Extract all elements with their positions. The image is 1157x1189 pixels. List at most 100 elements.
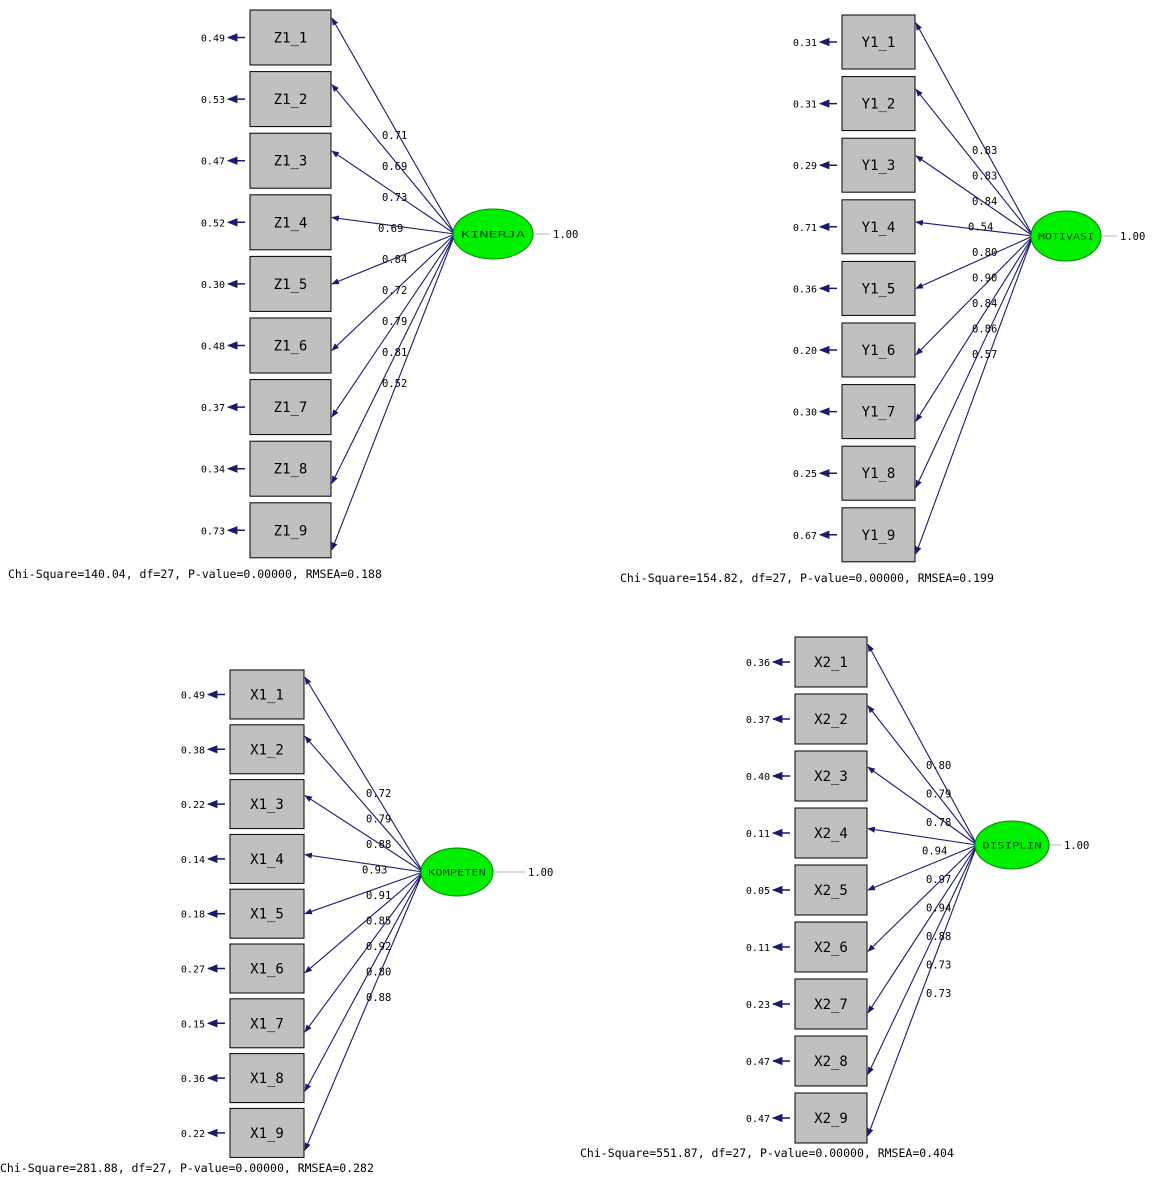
latent-variance-label: 1.00: [528, 867, 553, 879]
error-variance-label: 0.37: [746, 715, 770, 726]
indicator-label: X1_4: [250, 852, 284, 868]
error-variance-label: 0.11: [746, 943, 770, 954]
indicator-box: [249, 194, 332, 251]
loading-path-x2_5: [867, 844, 978, 891]
error-variance-label: 0.31: [793, 100, 817, 111]
indicator-label: Y1_6: [862, 343, 896, 359]
error-variance-label: 0.52: [201, 218, 225, 229]
loading-path-x2_2: [867, 705, 978, 846]
loading-label: 0.91: [366, 890, 391, 902]
loading-label: 0.73: [382, 192, 407, 204]
indicator-box: [249, 317, 332, 374]
error-variance-label: 0.20: [793, 346, 817, 357]
loading-path-y1_4: [915, 219, 1034, 237]
error-variance-label: 0.47: [746, 1114, 770, 1125]
loading-label: 0.79: [366, 814, 391, 826]
loading-path-y1_1: [915, 22, 1034, 237]
indicator-box: [841, 14, 916, 70]
loading-label: 0.79: [926, 789, 951, 801]
indicator-label: X2_6: [814, 940, 848, 956]
error-variance-label: 0.23: [746, 1000, 770, 1011]
loading-path-z1_8: [331, 233, 456, 484]
indicator-label: X1_8: [250, 1071, 284, 1087]
model-kinerja: Z1_1 0.49 Z1_2 0.53 Z1_3 0.47 Z1_4 0.52 Z1_5 0.30…: [8, 9, 578, 581]
loading-label: 0.71: [382, 130, 407, 142]
error-variance-label: 0.18: [181, 910, 205, 921]
error-variance-label: 0.36: [793, 284, 817, 295]
loading-path-x2_8: [867, 844, 978, 1075]
indicator-box: [249, 379, 332, 436]
loading-label: 0.54: [968, 222, 993, 234]
latent-ellipse: [1030, 210, 1102, 262]
indicator-box: [794, 1092, 868, 1144]
loading-label: 0.94: [922, 846, 947, 858]
loading-path-x2_9: [867, 844, 978, 1137]
error-variance-label: 0.71: [793, 223, 817, 234]
loading-label: 0.84: [382, 254, 407, 266]
error-variance-label: 0.47: [201, 157, 225, 168]
error-variance-label: 0.22: [181, 800, 205, 811]
error-variance-label: 0.38: [181, 745, 205, 756]
indicator-box: [794, 864, 868, 916]
indicator-label: Z1_4: [274, 215, 308, 231]
latent-variance-label: 1.00: [1120, 231, 1145, 243]
loading-label: 0.57: [972, 349, 997, 361]
loading-label: 0.97: [926, 874, 951, 886]
indicator-label: X2_9: [814, 1111, 848, 1127]
indicator-label: Y1_9: [862, 528, 896, 544]
model-motivasi: Y1_1 0.31 Y1_2 0.31 Y1_3 0.29 Y1_4 0.71 Y1_5 0.36…: [620, 14, 1145, 585]
loading-label: 0.84: [972, 298, 997, 310]
loading-label: 0.83: [972, 145, 997, 157]
error-variance-label: 0.11: [746, 829, 770, 840]
loading-label: 0.80: [926, 760, 951, 772]
error-variance-label: 0.15: [181, 1019, 205, 1030]
loading-path-y1_6: [915, 235, 1034, 356]
indicator-box: [249, 502, 332, 559]
indicator-label: Y1_3: [862, 158, 896, 174]
fit-statistics: Chi-Square=140.04, df=27, P-value=0.0000…: [8, 567, 382, 581]
indicator-box: [229, 669, 305, 720]
loading-label: 0.90: [972, 273, 997, 285]
indicator-label: X2_2: [814, 712, 848, 728]
latent-ellipse: [452, 208, 534, 260]
loading-path-x1_9: [304, 871, 424, 1151]
loading-label: 0.88: [366, 839, 391, 851]
loading-path-y1_2: [915, 88, 1034, 237]
indicator-box: [841, 260, 916, 316]
loading-path-x1_7: [304, 871, 424, 1033]
latent-ellipse: [974, 820, 1050, 870]
indicator-box: [841, 384, 916, 440]
error-variance-label: 0.47: [746, 1057, 770, 1068]
indicator-label: Y1_5: [862, 281, 896, 297]
loading-path-x2_7: [867, 844, 978, 1014]
indicator-box: [794, 693, 868, 745]
indicator-box: [794, 750, 868, 802]
error-variance-label: 0.30: [793, 408, 817, 419]
error-variance-label: 0.48: [201, 342, 225, 353]
loading-path-z1_1: [331, 17, 456, 235]
indicator-label: X1_3: [250, 797, 284, 813]
indicator-label: X2_5: [814, 883, 848, 899]
loading-label: 0.72: [366, 788, 391, 800]
loading-path-z1_6: [331, 233, 456, 351]
latent-ellipse: [420, 847, 494, 897]
loading-label: 0.94: [926, 903, 951, 915]
indicator-label: X2_1: [814, 655, 848, 671]
latent-variance-label: 1.00: [553, 229, 578, 241]
indicator-label: Z1_9: [274, 523, 308, 539]
indicator-label: Y1_1: [862, 35, 896, 51]
indicator-label: X1_6: [250, 962, 284, 978]
fit-statistics: Chi-Square=154.82, df=27, P-value=0.0000…: [620, 571, 994, 585]
indicator-box: [841, 445, 916, 501]
indicator-label: X2_3: [814, 769, 848, 785]
loading-path-y1_5: [915, 235, 1034, 289]
loading-label: 0.80: [366, 967, 391, 979]
indicator-label: X1_5: [250, 907, 284, 923]
latent-label: DISIPLIN: [982, 842, 1041, 852]
loading-label: 0.81: [382, 347, 407, 359]
indicator-label: Y1_4: [862, 220, 896, 236]
error-variance-label: 0.73: [201, 526, 225, 537]
fit-statistics: Chi-Square=551.87, df=27, P-value=0.0000…: [580, 1146, 954, 1160]
loading-path-x2_4: [867, 826, 978, 846]
loading-path-y1_9: [915, 235, 1034, 555]
